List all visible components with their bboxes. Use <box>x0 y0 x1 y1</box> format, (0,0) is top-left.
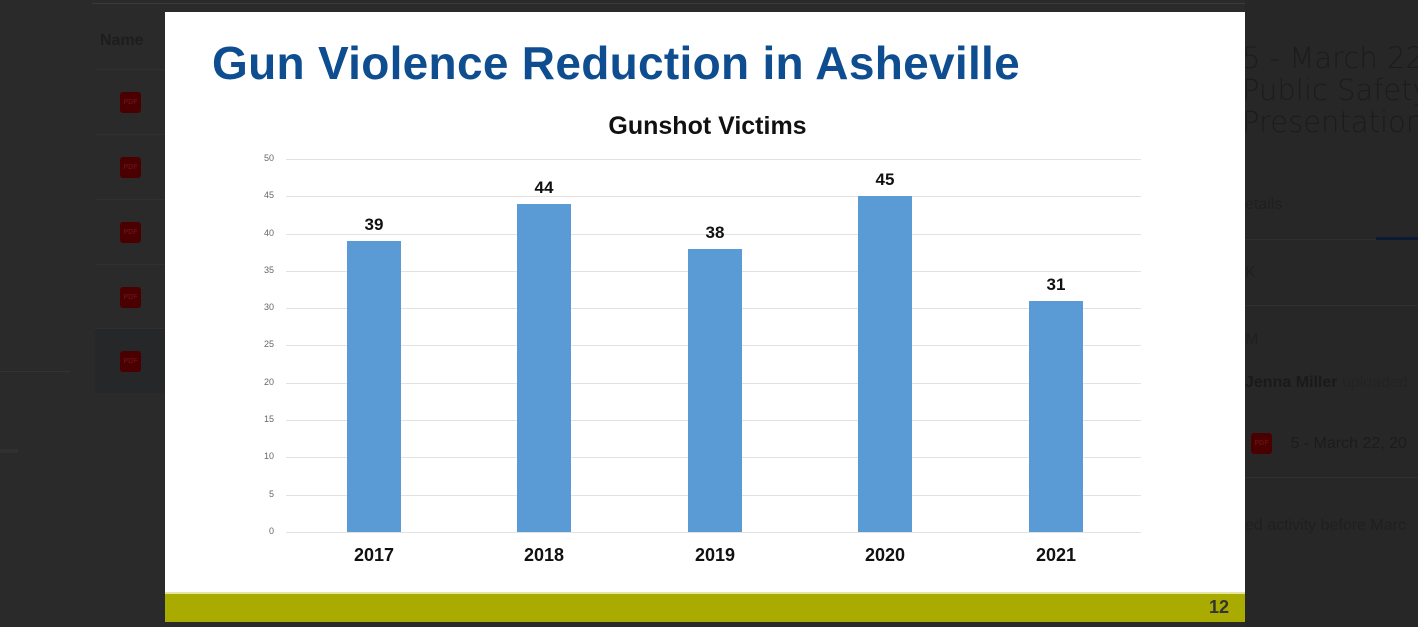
name-column-header[interactable]: Name <box>100 32 144 49</box>
details-title: 5 - March 22, Public Safety Presentation… <box>1242 42 1418 138</box>
gridline <box>286 159 1141 160</box>
title-line: 5 - March 22, <box>1242 41 1418 75</box>
bar-2017 <box>347 241 401 532</box>
y-tick-label: 45 <box>263 190 274 200</box>
pdf-icon: PDF <box>120 222 141 243</box>
file-list: Name PDF PDF PDF PDF PDF <box>95 0 165 627</box>
gridline <box>286 196 1141 197</box>
pdf-icon: PDF <box>120 157 141 178</box>
activity-file-name: 5 - March 22, 20 <box>1290 434 1407 452</box>
top-divider <box>92 3 1418 4</box>
bar-2020 <box>858 196 912 532</box>
pdf-icon: PDF <box>120 287 141 308</box>
y-tick-label: 25 <box>263 339 274 349</box>
slide-preview: Gun Violence Reduction in Asheville Guns… <box>165 12 1245 622</box>
y-tick-label: 50 <box>263 153 274 163</box>
bar-value-label: 39 <box>364 215 384 234</box>
y-tick-label: 40 <box>263 228 274 238</box>
x-tick-label: 2018 <box>523 545 565 565</box>
slide-title: Gun Violence Reduction in Asheville <box>212 37 1020 89</box>
activity-user: Jenna Miller <box>1245 374 1338 391</box>
bar-chart-plot: 50 45 40 35 30 25 20 15 10 5 0 39 44 38 … <box>264 153 1141 565</box>
y-tick-label: 20 <box>263 377 274 387</box>
file-row[interactable]: PDF <box>95 264 165 329</box>
slide-footer-bar: 12 <box>165 592 1245 622</box>
divider <box>1245 477 1418 478</box>
slide-page-number: 12 <box>1208 597 1229 617</box>
y-tick-label: 35 <box>263 265 274 275</box>
pdf-icon: PDF <box>1251 433 1272 454</box>
gridline <box>286 532 1141 533</box>
bar-value-label: 38 <box>705 223 725 242</box>
sidebar-divider <box>0 371 70 372</box>
file-row-selected[interactable]: PDF <box>95 328 165 393</box>
older-activity-note: ed activity before Marc <box>1245 517 1406 534</box>
pdf-icon: PDF <box>120 92 141 113</box>
y-tick-label: 10 <box>263 451 274 461</box>
file-row[interactable]: PDF <box>95 199 165 264</box>
bar-2021 <box>1029 301 1083 532</box>
title-line: Presentation . <box>1242 105 1418 139</box>
x-tick-label: 2021 <box>1035 545 1077 565</box>
tab-details[interactable]: etails <box>1245 196 1283 213</box>
tab-divider <box>1245 239 1418 240</box>
y-tick-label: 0 <box>268 526 274 536</box>
details-row: K <box>1245 264 1256 281</box>
y-tick-label: 30 <box>263 302 274 312</box>
pdf-icon: PDF <box>120 351 141 372</box>
active-tab-indicator <box>1376 237 1418 240</box>
divider <box>1245 305 1418 306</box>
activity-time: M <box>1245 331 1259 348</box>
x-tick-label: 2020 <box>864 545 906 565</box>
y-tick-label: 15 <box>263 414 274 424</box>
bar-2019 <box>688 249 742 532</box>
details-panel: 5 - March 22, Public Safety Presentation… <box>1242 0 1418 627</box>
bar-value-label: 31 <box>1046 275 1066 294</box>
gridline <box>286 234 1141 235</box>
x-tick-label: 2017 <box>353 545 395 565</box>
bar-2018 <box>517 204 571 532</box>
file-row[interactable]: PDF <box>95 69 165 134</box>
chart-title: Gunshot Victims <box>608 112 807 140</box>
bar-value-label: 44 <box>534 178 554 197</box>
activity-entry: Jenna Miller uploaded <box>1245 374 1408 392</box>
bar-value-label: 45 <box>875 170 895 189</box>
file-row[interactable]: PDF <box>95 134 165 199</box>
sidebar-scroll-indicator <box>0 449 18 453</box>
x-tick-label: 2019 <box>694 545 736 565</box>
title-line: Public Safety <box>1242 73 1418 107</box>
activity-file[interactable]: PDF 5 - March 22, 20 <box>1251 433 1407 454</box>
activity-action: uploaded <box>1341 374 1408 391</box>
y-tick-label: 5 <box>268 489 274 499</box>
